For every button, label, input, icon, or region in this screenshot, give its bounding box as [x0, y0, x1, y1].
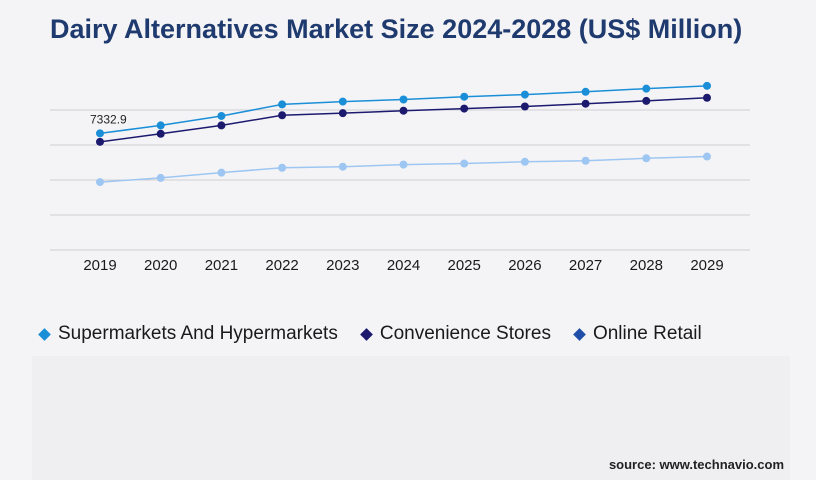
data-point[interactable] — [703, 93, 711, 102]
x-tick-label: 2023 — [326, 257, 359, 274]
data-point[interactable] — [703, 152, 711, 161]
data-points[interactable] — [96, 81, 711, 187]
data-point[interactable] — [96, 137, 104, 146]
x-tick-label: 2025 — [448, 257, 481, 274]
data-point[interactable] — [399, 95, 408, 104]
x-tick-label: 2022 — [265, 257, 298, 274]
x-tick-label: 2019 — [83, 257, 116, 274]
legend-label-supermarkets: Supermarkets And Hypermarkets — [58, 323, 338, 344]
legend-item-supermarkets[interactable]: Supermarkets And Hypermarkets — [38, 323, 338, 345]
legend-marker-online — [573, 327, 586, 341]
data-point[interactable] — [156, 129, 165, 138]
data-point[interactable] — [460, 92, 469, 101]
data-point[interactable] — [520, 157, 529, 166]
legend-marker-supermarkets — [38, 327, 51, 341]
legend-item-online[interactable]: Online Retail — [573, 323, 702, 345]
legend-item-convenience[interactable]: Convenience Stores — [359, 323, 551, 345]
data-point[interactable] — [96, 178, 104, 187]
data-point[interactable] — [96, 129, 104, 138]
data-point[interactable] — [338, 109, 347, 118]
data-label: 7332.9 — [90, 112, 127, 126]
data-point[interactable] — [642, 154, 651, 163]
series-line-1 — [99, 97, 708, 143]
source-credit: source: www.technavio.com — [608, 457, 784, 472]
gridlines — [50, 109, 750, 251]
x-tick-label: 2021 — [205, 257, 238, 274]
x-tick-label: 2026 — [508, 257, 541, 274]
x-tick-label: 2020 — [144, 257, 177, 274]
data-point[interactable] — [460, 159, 469, 168]
legend-label-online: Online Retail — [592, 323, 702, 344]
data-point[interactable] — [520, 90, 529, 99]
data-point[interactable] — [520, 102, 529, 111]
data-point[interactable] — [642, 84, 651, 93]
series-line-2 — [99, 155, 708, 183]
chart-title: Dairy Alternatives Market Size 2024-2028… — [50, 14, 743, 44]
legend: Supermarkets And Hypermarkets Convenienc… — [38, 322, 702, 346]
data-point[interactable] — [581, 156, 590, 165]
x-tick-label: 2027 — [569, 257, 602, 274]
data-point[interactable] — [460, 104, 469, 113]
data-point[interactable] — [156, 121, 165, 130]
data-labels: 7332.9 — [90, 112, 127, 126]
x-axis-ticks: 2019 2020 2021 2022 2023 2024 2025 2026 2027 2028… — [83, 257, 723, 274]
legend-marker-convenience — [359, 327, 373, 341]
legend-label-convenience: Convenience Stores — [379, 323, 551, 344]
data-point[interactable] — [156, 173, 165, 182]
x-tick-label: 2024 — [387, 257, 420, 274]
data-point[interactable] — [338, 97, 347, 106]
data-point[interactable] — [642, 96, 651, 105]
data-point[interactable] — [217, 168, 226, 177]
lower-panel — [32, 356, 790, 480]
data-point[interactable] — [217, 121, 226, 130]
data-point[interactable] — [278, 111, 287, 120]
line-chart: 7332.9 2019 2020 2021 2022 2023 2024 2025 2026 2… — [50, 81, 750, 274]
x-tick-label: 2029 — [690, 257, 723, 274]
data-point[interactable] — [278, 163, 287, 172]
data-point[interactable] — [399, 106, 408, 115]
data-point[interactable] — [338, 162, 347, 171]
x-tick-label: 2028 — [630, 257, 663, 274]
data-point[interactable] — [278, 100, 287, 109]
data-point[interactable] — [217, 111, 226, 120]
data-point[interactable] — [703, 81, 711, 90]
data-point[interactable] — [581, 87, 590, 96]
data-point[interactable] — [399, 160, 408, 169]
data-point[interactable] — [581, 99, 590, 108]
